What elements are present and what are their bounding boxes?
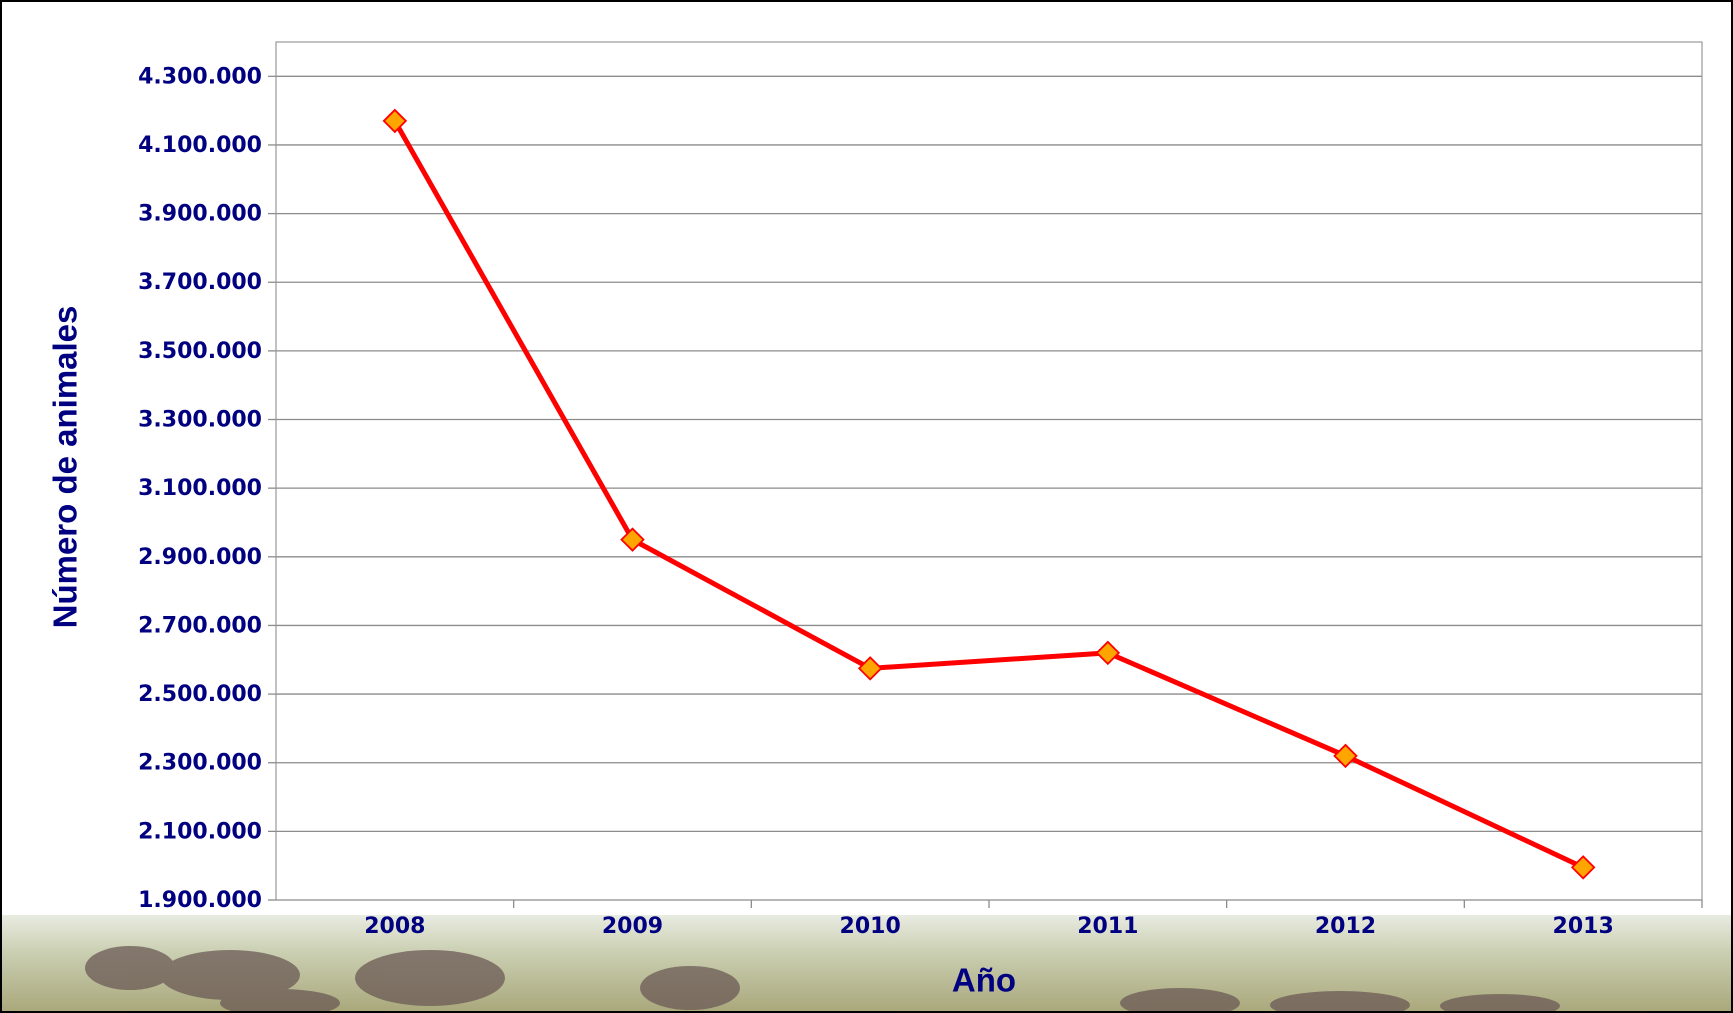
page: Año Número de animales 1.900.000 2.100.00… (0, 0, 1733, 1013)
y-tick-label: 2.100.000 (138, 819, 262, 844)
y-tick-label: 2.500.000 (138, 682, 262, 707)
x-axis-title: Año (952, 962, 1016, 999)
y-tick-label: 2.900.000 (138, 545, 262, 570)
x-tick-label: 2013 (1553, 914, 1614, 939)
y-tick-label: 3.700.000 (138, 270, 262, 295)
y-tick-label: 2.700.000 (138, 613, 262, 638)
y-tick-label: 4.300.000 (138, 64, 262, 89)
plot-area (276, 42, 1702, 900)
x-tick-label: 2010 (840, 914, 901, 939)
x-tick-label: 2008 (364, 914, 425, 939)
x-tick-label: 2012 (1315, 914, 1376, 939)
y-tick-label: 3.300.000 (138, 408, 262, 433)
y-tick-label: 3.500.000 (138, 339, 262, 364)
y-axis-title: Número de animales (47, 306, 84, 629)
y-tick-label: 2.300.000 (138, 751, 262, 776)
y-tick-label: 3.100.000 (138, 476, 262, 501)
x-tick-label: 2011 (1077, 914, 1138, 939)
chart: Año Número de animales 1.900.000 2.100.00… (0, 0, 1733, 1013)
y-tick-label: 4.100.000 (138, 133, 262, 158)
x-tick-label: 2009 (602, 914, 663, 939)
y-tick-label: 1.900.000 (138, 888, 262, 913)
y-tick-label: 3.900.000 (138, 202, 262, 227)
